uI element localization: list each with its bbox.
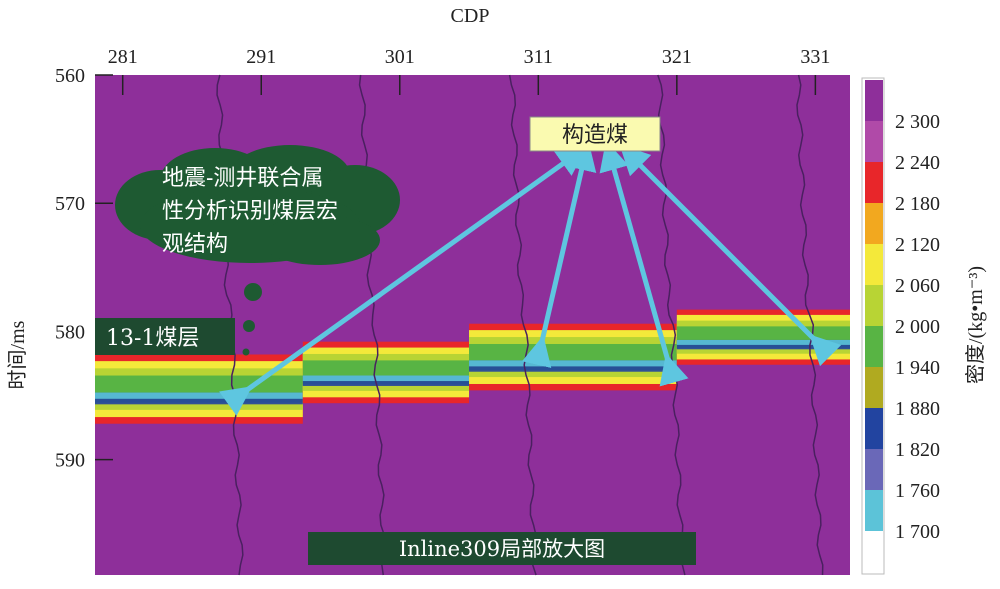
colorbar-tick-label: 2 060 [895, 275, 940, 297]
colorbar-tick-label: 2 000 [895, 316, 940, 338]
colorbar-swatch [865, 408, 883, 449]
cloud-text-line-2: 性分析识别煤层宏 [162, 199, 338, 224]
structure-coal-box [529, 116, 661, 152]
colorbar-swatch [865, 531, 883, 572]
arrow [522, 140, 597, 368]
x-tick-label: 281 [108, 46, 138, 68]
y-tick-label: 580 [55, 321, 85, 343]
colorbar: 2 300 2 240 2 180 2 120 2 060 2 000 1 940 1 880… [861, 77, 940, 575]
seam-layer [95, 392, 303, 399]
colorbar-swatch [865, 162, 883, 203]
colorbar-swatch [865, 80, 883, 121]
colorbar-tick-label: 1 820 [895, 439, 940, 461]
arrow [619, 144, 842, 367]
colorbar-label: 密度/(kg•m⁻³) [964, 266, 987, 384]
caption: Inline309局部放大图 [399, 537, 605, 561]
x-axis: 281 291 301 311 321 331 [108, 46, 830, 95]
y-tick-label: 570 [55, 193, 85, 215]
cloud-text-line-3: 观结构 [162, 232, 228, 257]
colorbar-tick-label: 1 940 [895, 357, 940, 379]
colorbar-tick-label: 1 760 [895, 480, 940, 502]
colorbar-swatch [865, 285, 883, 326]
x-tick-label: 291 [246, 46, 276, 68]
colorbar-tick-label: 2 180 [895, 193, 940, 215]
x-tick-label: 301 [385, 46, 415, 68]
colorbar-swatch [865, 449, 883, 490]
colorbar-swatch [865, 326, 883, 367]
arrows [219, 140, 842, 416]
colorbar-swatch [865, 367, 883, 408]
x-tick-label: 321 [662, 46, 692, 68]
seam-layer [676, 339, 850, 345]
y-axis: 560 570 580 590 [55, 65, 113, 472]
seam-layer [469, 360, 677, 367]
colorbar-swatch [865, 121, 883, 162]
colorbar-tick-label: 1 700 [895, 521, 940, 543]
arrow [219, 146, 588, 416]
seam-label-box [95, 318, 235, 355]
colorbar-tick-label: 2 240 [895, 152, 940, 174]
caption-box [308, 532, 696, 565]
y-tick-label: 560 [55, 65, 85, 87]
colorbar-swatch [865, 244, 883, 285]
x-axis-label: CDP [451, 5, 490, 27]
seam-layer [302, 375, 470, 382]
structure-coal-label: 构造煤 [562, 123, 628, 148]
y-tick-label: 590 [55, 450, 85, 472]
colorbar-swatch [865, 490, 883, 531]
colorbar-swatch [865, 203, 883, 244]
y-axis-label: 时间/ms [6, 320, 29, 389]
x-tick-label: 331 [800, 46, 830, 68]
colorbar-tick-label: 2 120 [895, 234, 940, 256]
colorbar-tick-label: 2 300 [895, 111, 940, 133]
seam-label: 13-1煤层 [106, 326, 199, 351]
colorbar-tick-label: 1 880 [895, 398, 940, 420]
x-tick-label: 311 [524, 46, 553, 68]
cloud-text-line-1: 地震-测井联合属 [162, 166, 323, 191]
